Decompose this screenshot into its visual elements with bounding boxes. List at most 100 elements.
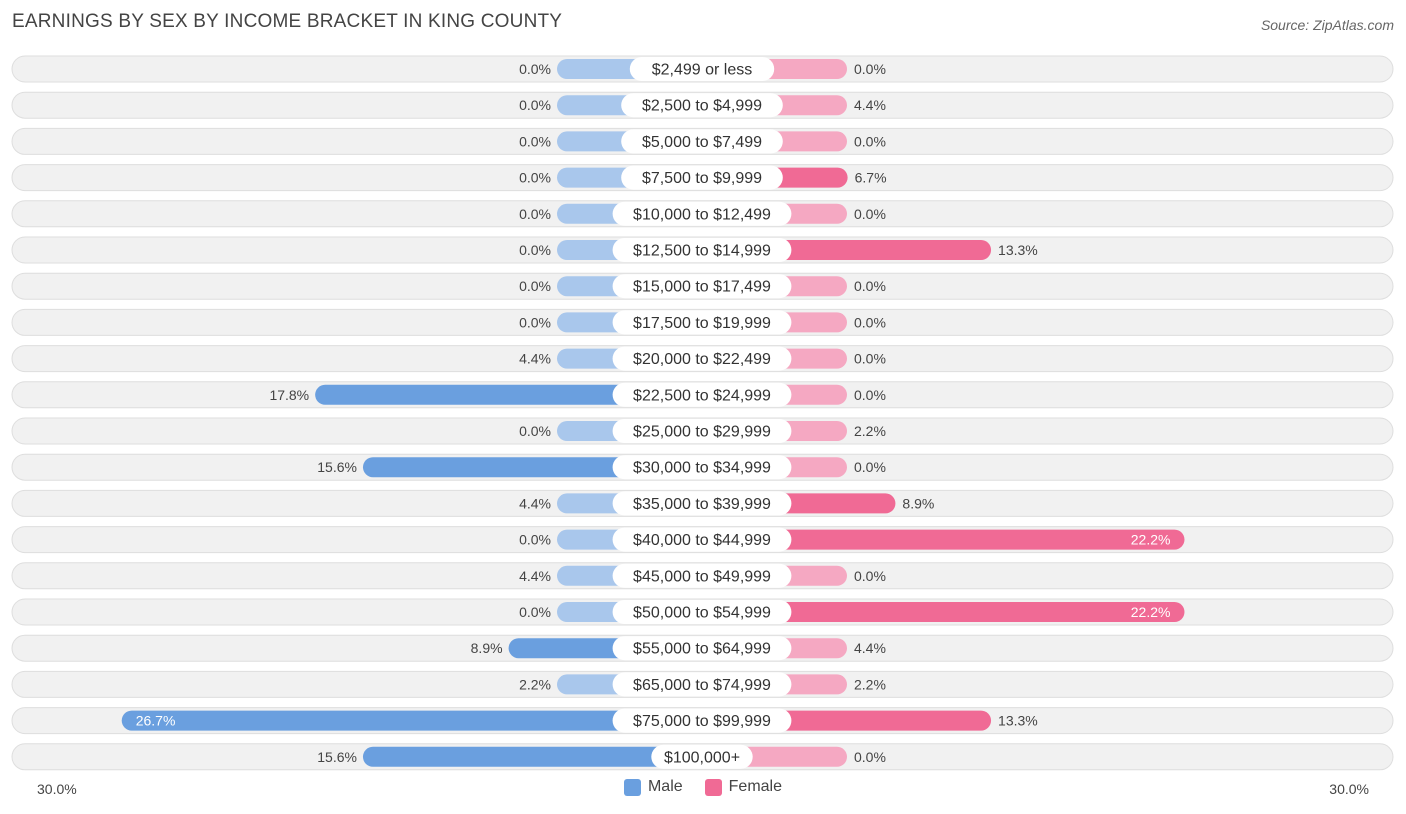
female-value-label: 0.0% — [854, 568, 886, 584]
bar-row: $5,000 to $7,499 0.0% 0.0% — [11, 127, 1394, 155]
male-value-label: 0.0% — [519, 170, 551, 186]
bar-row: $40,000 to $44,999 0.0% 22.2% — [11, 526, 1394, 554]
category-label-bg — [612, 455, 792, 480]
category-label: $65,000 to $74,999 — [633, 677, 771, 694]
male-value-label: 0.0% — [519, 604, 551, 620]
female-value-label: 4.4% — [854, 640, 886, 656]
category-label-bg — [612, 382, 792, 407]
female-value-label: 22.2% — [1131, 532, 1171, 548]
axis-label-right: 30.0% — [1329, 781, 1369, 797]
bar-row: $35,000 to $39,999 4.4% 8.9% — [11, 489, 1394, 517]
female-value-label: 22.2% — [1131, 604, 1171, 620]
category-label-bg — [612, 419, 792, 443]
female-value-label: 0.0% — [854, 749, 886, 765]
bar-row: $2,499 or less 0.0% 0.0% — [11, 55, 1394, 83]
legend-swatch-male — [623, 778, 641, 796]
category-label-bg — [612, 672, 792, 697]
category-label-bg — [612, 563, 792, 588]
bar-row: $75,000 to $99,999 26.7% 13.3% — [11, 707, 1394, 735]
category-label: $40,000 to $44,999 — [633, 532, 771, 549]
bar-row: $50,000 to $54,999 0.0% 22.2% — [11, 598, 1394, 626]
category-label: $75,000 to $99,999 — [633, 713, 771, 730]
male-value-label: 0.0% — [519, 61, 551, 77]
bar-row: $55,000 to $64,999 8.9% 4.4% — [11, 634, 1394, 662]
category-label: $5,000 to $7,499 — [642, 134, 762, 151]
category-label: $22,500 to $24,999 — [633, 387, 771, 404]
category-label-bg — [621, 165, 783, 190]
bar-row: $10,000 to $12,499 0.0% 0.0% — [11, 200, 1394, 228]
female-value-label: 0.0% — [854, 351, 886, 367]
male-value-label: 4.4% — [519, 568, 551, 584]
category-label: $35,000 to $39,999 — [633, 496, 771, 513]
male-value-label: 17.8% — [269, 387, 309, 403]
female-value-label: 0.0% — [854, 133, 886, 149]
bar-row: $30,000 to $34,999 15.6% 0.0% — [11, 453, 1394, 481]
male-value-label: 8.9% — [471, 640, 503, 656]
male-value-label: 2.2% — [519, 676, 551, 692]
female-value-label: 0.0% — [854, 314, 886, 330]
category-label-bg — [621, 93, 783, 118]
legend-label-male: Male — [647, 778, 683, 795]
female-value-label: 0.0% — [854, 206, 886, 222]
chart-title: EARNINGS BY SEX BY INCOME BRACKET IN KIN… — [12, 11, 563, 32]
bar-male[interactable] — [121, 710, 703, 731]
bar-row: $2,500 to $4,999 0.0% 4.4% — [11, 91, 1394, 119]
category-label-bg — [612, 708, 792, 733]
category-label-bg — [612, 238, 792, 262]
bar-male[interactable] — [362, 746, 702, 767]
legend-item-female[interactable]: Female — [704, 778, 783, 796]
category-label-bg — [612, 310, 792, 335]
chart-legend: Male Female — [0, 778, 1406, 796]
bar-row: $25,000 to $29,999 0.0% 2.2% — [11, 417, 1394, 445]
bar-female[interactable] — [702, 529, 1185, 550]
male-value-label: 15.6% — [317, 459, 357, 475]
source-credit: Source: ZipAtlas.com — [1260, 17, 1394, 33]
male-value-label: 0.0% — [519, 314, 551, 330]
legend-label-female: Female — [728, 778, 783, 795]
bar-row: $17,500 to $19,999 0.0% 0.0% — [11, 308, 1394, 336]
female-value-label: 2.2% — [854, 423, 886, 439]
bar-female[interactable] — [702, 602, 1185, 622]
category-label-bg — [612, 636, 792, 661]
female-value-label: 0.0% — [854, 387, 886, 403]
male-value-label: 4.4% — [519, 495, 551, 511]
bar-row: $22,500 to $24,999 17.8% 0.0% — [11, 381, 1394, 409]
category-label: $30,000 to $34,999 — [633, 460, 771, 477]
bar-row: $65,000 to $74,999 2.2% 2.2% — [11, 670, 1394, 698]
female-value-label: 13.3% — [998, 242, 1038, 258]
category-label-bg — [629, 57, 775, 81]
category-label: $45,000 to $49,999 — [633, 568, 771, 585]
legend-item-male[interactable]: Male — [623, 778, 683, 796]
female-value-label: 2.2% — [854, 676, 886, 692]
female-value-label: 0.0% — [854, 61, 886, 77]
male-value-label: 0.0% — [519, 133, 551, 149]
bar-male[interactable] — [315, 384, 702, 405]
male-value-label: 0.0% — [519, 97, 551, 113]
category-label-bg — [612, 201, 792, 226]
axis-label-left: 30.0% — [37, 781, 77, 797]
male-value-label: 0.0% — [519, 423, 551, 439]
bar-row: $45,000 to $49,999 4.4% 0.0% — [11, 562, 1394, 590]
male-value-label: 0.0% — [519, 532, 551, 548]
category-label: $2,499 or less — [652, 62, 753, 79]
bar-row: $12,500 to $14,999 0.0% 13.3% — [11, 236, 1394, 264]
male-value-label: 0.0% — [519, 206, 551, 222]
legend-swatch-female — [704, 778, 722, 796]
female-value-label: 13.3% — [998, 713, 1038, 729]
male-value-label: 0.0% — [519, 242, 551, 258]
male-value-label: 26.7% — [136, 713, 176, 729]
category-label: $100,000+ — [664, 749, 740, 766]
category-label: $20,000 to $22,499 — [633, 351, 771, 368]
male-value-label: 0.0% — [519, 278, 551, 294]
category-label: $10,000 to $12,499 — [633, 206, 771, 223]
category-label: $50,000 to $54,999 — [633, 605, 771, 622]
category-label-bg — [621, 129, 783, 154]
category-label-bg — [612, 274, 792, 299]
category-label-bg — [612, 527, 792, 552]
bar-row: $100,000+ 15.6% 0.0% — [11, 743, 1394, 771]
female-value-label: 0.0% — [854, 278, 886, 294]
bar-row: $15,000 to $17,499 0.0% 0.0% — [11, 272, 1394, 300]
category-label: $7,500 to $9,999 — [642, 170, 762, 187]
category-label: $2,500 to $4,999 — [642, 98, 762, 115]
female-value-label: 0.0% — [854, 459, 886, 475]
